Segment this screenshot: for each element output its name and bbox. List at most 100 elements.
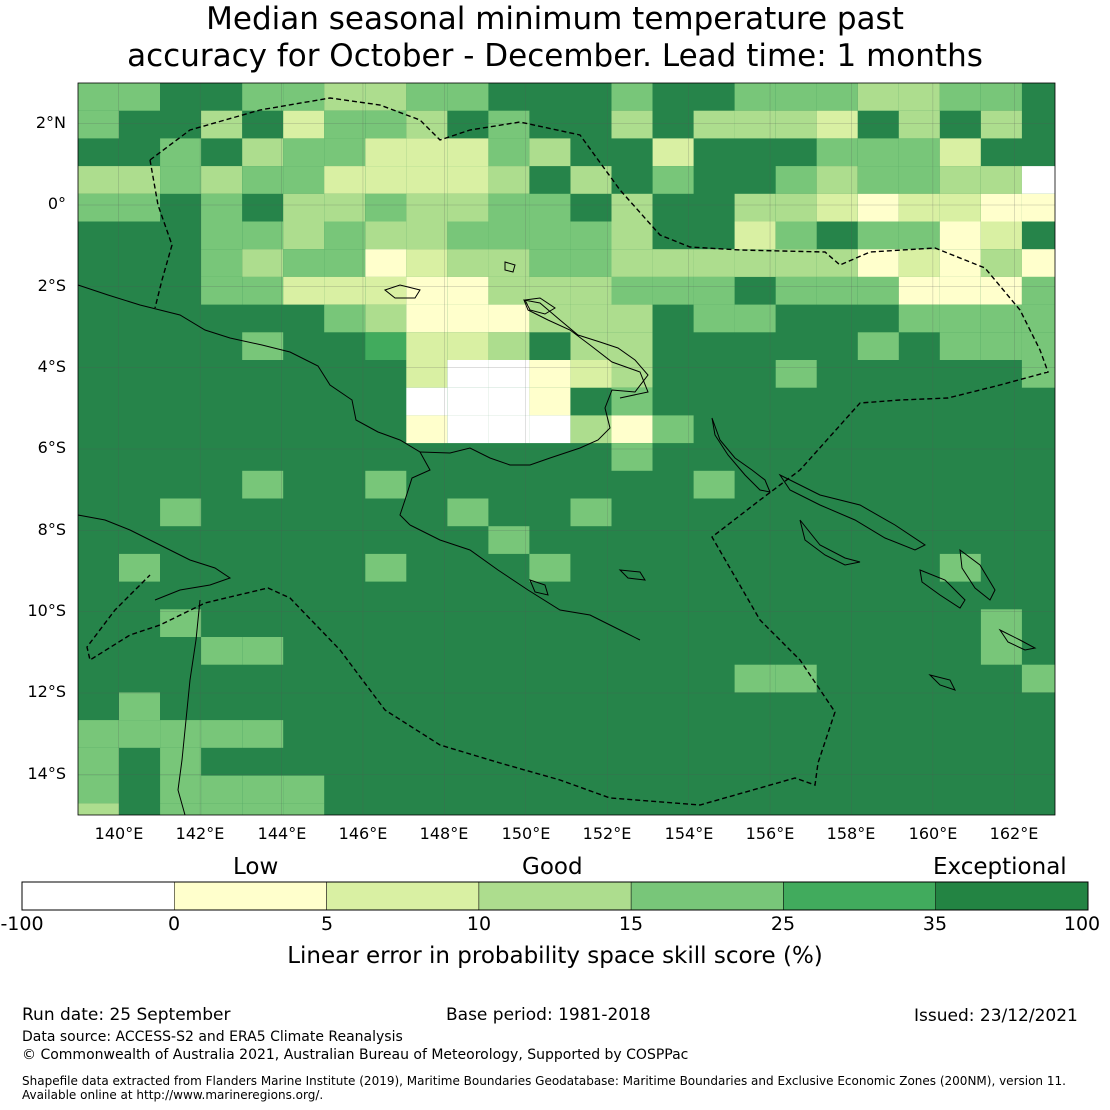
skill-cell	[857, 249, 899, 277]
skill-cell	[160, 138, 202, 167]
skill-cell	[406, 110, 448, 139]
lon-tick-label: 154°E	[664, 824, 714, 843]
skill-cell	[898, 304, 940, 333]
skill-cell	[734, 110, 776, 139]
lat-tick-label: 6°S	[37, 438, 66, 457]
skill-cell	[283, 166, 325, 194]
colorbar-segment	[326, 881, 480, 911]
skill-cell	[857, 193, 899, 222]
skill-cell	[447, 166, 489, 194]
skill-cell	[857, 221, 899, 250]
skill-cell	[78, 193, 119, 222]
skill-cell	[447, 138, 489, 167]
skill-cell	[857, 276, 899, 305]
skill-cell	[816, 193, 858, 222]
data-source: Data source: ACCESS-S2 and ERA5 Climate …	[22, 1029, 403, 1045]
skill-cell	[775, 166, 817, 194]
lon-tick-label: 162°E	[989, 824, 1039, 843]
skill-cell	[447, 498, 489, 527]
skill-cell	[242, 470, 284, 499]
skill-cell	[898, 193, 940, 222]
skill-cell	[78, 166, 119, 194]
skill-cell	[488, 276, 530, 305]
skill-cell	[734, 83, 776, 111]
skill-cell	[611, 443, 653, 471]
shapefile-credit-line-2: Available online at http://www.marinereg…	[22, 1088, 324, 1102]
skill-cell	[611, 193, 653, 222]
colorbar-segment	[21, 881, 175, 911]
skill-cell	[529, 360, 571, 388]
skill-cell	[488, 332, 530, 360]
skill-cell	[447, 193, 489, 222]
skill-cell	[488, 110, 530, 139]
skill-cell	[365, 138, 407, 167]
skill-cell	[611, 276, 653, 305]
skill-cell	[324, 138, 366, 167]
skill-cell	[816, 166, 858, 194]
skill-cell	[775, 110, 817, 139]
skill-cell	[775, 193, 817, 222]
skill-cell	[488, 304, 530, 333]
skill-cell	[693, 249, 735, 277]
skill-cell	[283, 221, 325, 250]
lon-tick-label: 152°E	[582, 824, 632, 843]
lon-tick-label: 156°E	[745, 824, 795, 843]
skill-cell	[1021, 276, 1055, 305]
colorbar-frame	[21, 881, 1089, 911]
skill-cell	[406, 387, 448, 416]
skill-cell	[365, 166, 407, 194]
skill-cell	[570, 276, 612, 305]
skill-cell	[939, 249, 981, 277]
skill-cell	[898, 83, 940, 111]
skill-cell	[365, 83, 407, 111]
skill-cell	[201, 166, 243, 194]
skill-cell	[365, 304, 407, 333]
lat-tick-label: 4°S	[37, 357, 66, 376]
skill-cell	[201, 637, 243, 665]
skill-cell	[570, 304, 612, 333]
skill-cell	[488, 138, 530, 167]
category-label-good: Good	[522, 854, 583, 880]
skill-cell	[406, 360, 448, 388]
colorbar-tick-label: 100	[1063, 913, 1101, 935]
skill-cell	[529, 138, 571, 167]
skill-cell	[734, 304, 776, 333]
lat-tick-label: 0°	[47, 194, 66, 213]
skill-cell	[1021, 193, 1055, 222]
lat-tick-label: 2°S	[37, 276, 66, 295]
skill-cell	[201, 193, 243, 222]
skill-cell	[611, 249, 653, 277]
skill-cell	[78, 720, 119, 748]
skill-cell	[324, 166, 366, 194]
skill-cell	[980, 249, 1022, 277]
lon-tick-label: 158°E	[826, 824, 876, 843]
skill-cell	[447, 221, 489, 250]
skill-cell	[160, 609, 202, 637]
skill-cell	[939, 83, 981, 111]
skill-cell	[939, 166, 981, 194]
skill-cell	[160, 498, 202, 527]
skill-cell	[570, 221, 612, 250]
skill-cell	[447, 415, 489, 444]
colorbar-tick-label: 0	[167, 913, 181, 935]
skill-cell	[365, 193, 407, 222]
lon-tick-label: 160°E	[908, 824, 958, 843]
skill-cell	[447, 332, 489, 360]
skill-cell	[283, 83, 325, 111]
skill-cell	[406, 249, 448, 277]
skill-cell	[652, 166, 694, 194]
map-frame	[77, 82, 1056, 816]
skill-cell	[242, 775, 284, 804]
skill-cell	[324, 110, 366, 139]
skill-cell	[324, 193, 366, 222]
skill-cell	[898, 276, 940, 305]
skill-cell	[119, 193, 160, 222]
skill-cell	[283, 110, 325, 139]
issued-date: Issued: 23/12/2021	[914, 1006, 1078, 1026]
skill-cell	[488, 360, 530, 388]
skill-cell	[1021, 332, 1055, 360]
skill-cell	[734, 221, 776, 250]
skill-cell	[406, 332, 448, 360]
skill-cell	[570, 249, 612, 277]
